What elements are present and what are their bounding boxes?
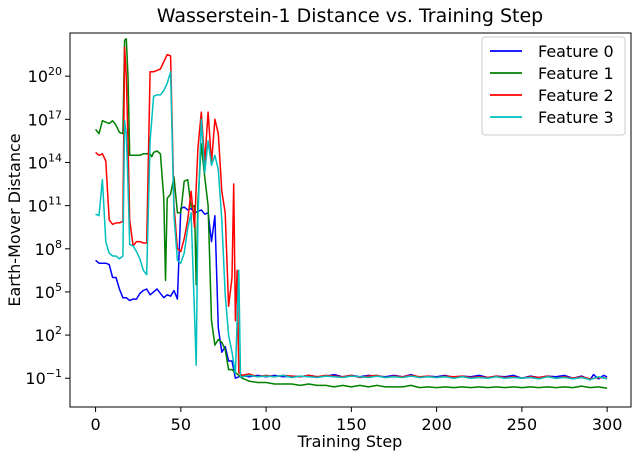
y-tick-label: 1017	[28, 108, 62, 129]
x-tick-label: 200	[421, 415, 452, 434]
x-tick-label: 100	[251, 415, 282, 434]
legend-box	[481, 36, 626, 136]
y-tick-label: 10−1	[25, 367, 62, 388]
legend-label-feature-3: Feature 3	[538, 108, 614, 127]
x-tick-label: 150	[336, 415, 367, 434]
series-line-feature-3	[95, 71, 608, 381]
plot-lines	[95, 38, 608, 390]
legend-label-feature-2: Feature 2	[538, 86, 614, 105]
y-tick-label: 108	[35, 238, 62, 259]
y-tick-label: 1014	[28, 151, 62, 172]
x-tick-label: 50	[171, 415, 191, 434]
y-axis-title: Earth-Mover Distance	[5, 133, 24, 306]
x-axis-title: Training Step	[297, 432, 403, 451]
x-tick-label: 250	[507, 415, 538, 434]
series-line-feature-0	[95, 206, 608, 381]
legend: Feature 0 Feature 1 Feature 2 Feature 3	[481, 36, 626, 136]
x-tick-label: 300	[592, 415, 623, 434]
y-tick-label: 1020	[28, 65, 62, 86]
plot-frame	[69, 32, 632, 408]
chart-title: Wasserstein-1 Distance vs. Training Step	[157, 5, 543, 27]
y-tick-label: 1011	[28, 195, 62, 216]
y-tick-label: 102	[35, 324, 62, 345]
legend-label-feature-0: Feature 0	[538, 42, 614, 61]
y-axis: 10−1 102 105 108 1011 1014 1017 1020	[25, 65, 70, 388]
series-line-feature-1	[95, 38, 608, 390]
legend-label-feature-1: Feature 1	[538, 64, 614, 83]
x-tick-label: 0	[90, 415, 100, 434]
x-axis: 0 50 100 150 200 250 300	[90, 407, 622, 434]
y-tick-label: 105	[35, 281, 62, 302]
